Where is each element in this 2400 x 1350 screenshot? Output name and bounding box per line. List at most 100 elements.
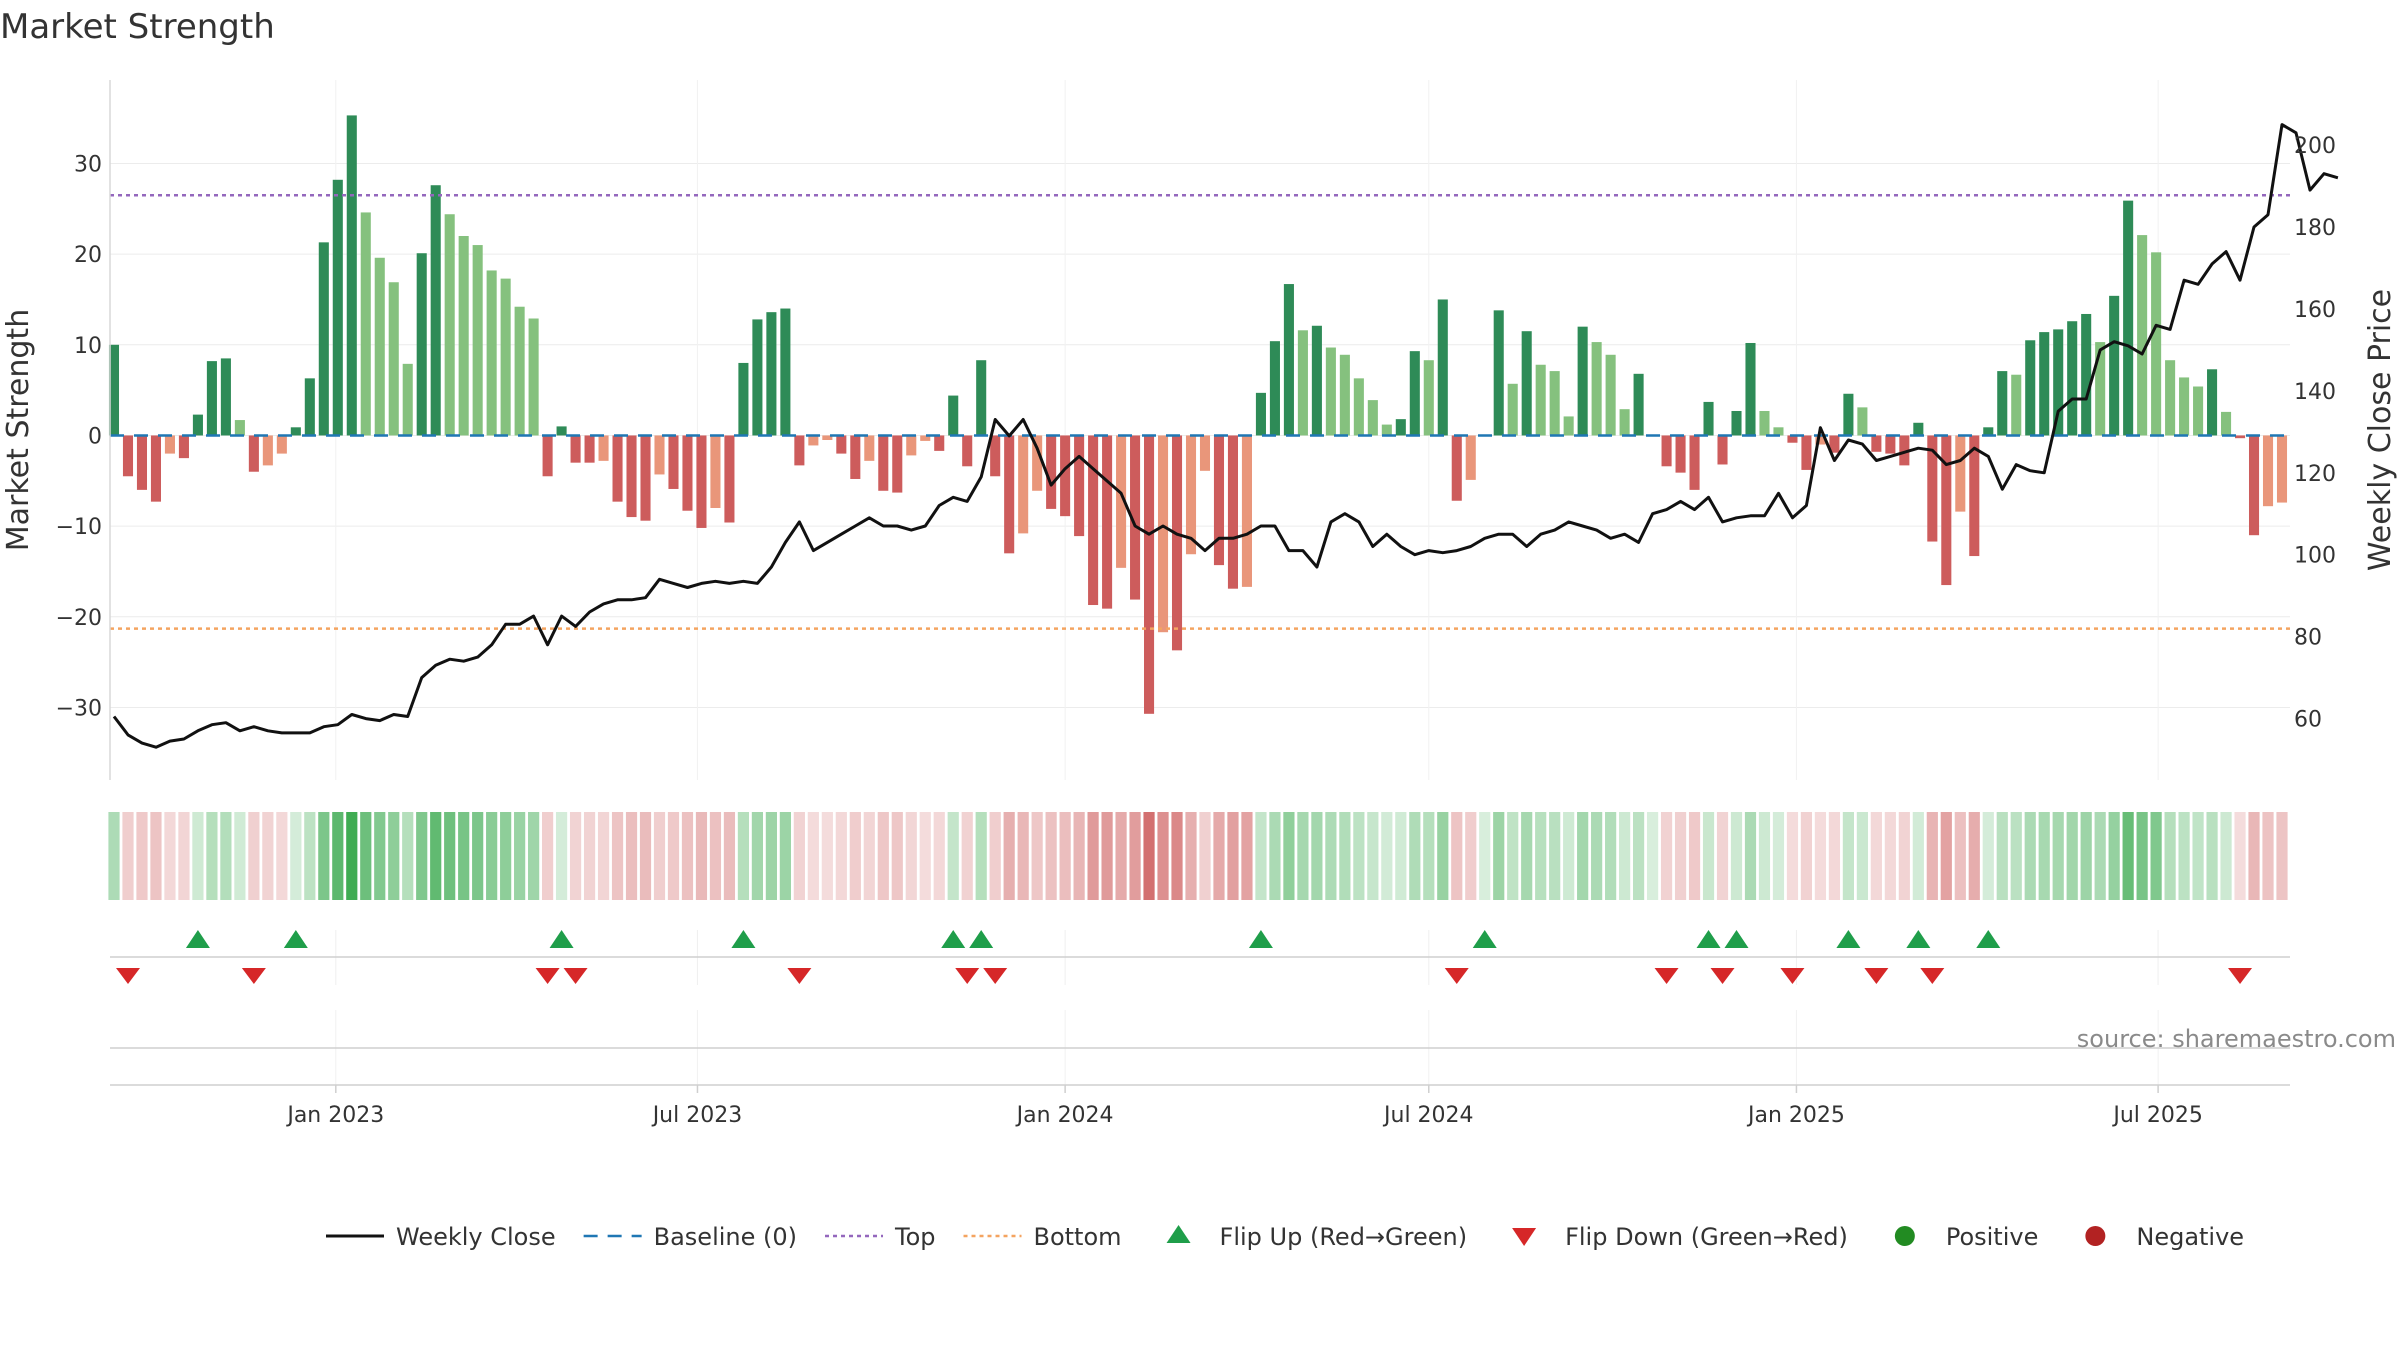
strength-bar	[164, 435, 175, 454]
y-left-tick-label: −20	[56, 606, 102, 631]
strength-bar	[668, 435, 679, 489]
strip-cell	[1283, 812, 1295, 900]
legend-label: Weekly Close	[396, 1223, 556, 1251]
strength-bar	[1955, 435, 1966, 512]
strength-bar	[2193, 386, 2204, 436]
strength-bar	[1619, 409, 1630, 436]
strength-bar	[962, 435, 973, 467]
strip-cell	[1619, 812, 1631, 900]
strength-bar	[1745, 342, 1756, 436]
strength-bar	[1591, 342, 1602, 436]
strip-cell	[1521, 812, 1533, 900]
strength-bar	[1144, 435, 1155, 714]
strip-cell	[667, 812, 680, 900]
strength-bar	[1074, 435, 1085, 537]
strip-cell	[1758, 812, 1771, 900]
strip-cell	[891, 812, 903, 900]
strength-bar	[136, 435, 148, 490]
flip-markers-panel	[110, 930, 2290, 985]
strength-bar	[556, 426, 567, 436]
strength-bar	[1801, 435, 1812, 470]
strip-cell	[919, 812, 931, 900]
strip-cell	[2080, 812, 2092, 900]
strength-bar	[430, 185, 441, 436]
strip-cell	[1353, 812, 1365, 900]
strip-cell	[989, 812, 1001, 900]
strength-bar	[1353, 378, 1364, 436]
strength-bar	[472, 245, 483, 436]
flip-up-marker	[185, 930, 210, 948]
strength-bar	[1241, 435, 1252, 587]
strength-bar	[850, 435, 861, 479]
strength-bar	[2179, 377, 2190, 436]
strip-cell	[1017, 812, 1029, 900]
y-right-tick-label: 120	[2294, 462, 2336, 487]
strip-cell	[1828, 812, 1841, 900]
strength-bar	[500, 278, 511, 436]
strength-bar	[1815, 435, 1826, 445]
strength-bar	[290, 427, 301, 436]
strip-cell	[1255, 812, 1267, 900]
strip-cell	[1129, 812, 1141, 900]
flip-down-marker	[535, 968, 560, 984]
strip-cell	[108, 812, 120, 900]
strip-cell	[1744, 812, 1757, 900]
strip-cell	[765, 812, 777, 900]
strip-cell	[835, 812, 847, 900]
strength-heat-strip	[108, 812, 2288, 900]
legend-item: Top	[825, 1223, 936, 1251]
strip-cell	[1605, 812, 1617, 900]
strip-cell	[1926, 812, 1938, 900]
strength-bar	[1032, 435, 1043, 491]
empty-panel	[110, 1010, 2290, 1086]
strength-bar	[1325, 347, 1336, 436]
strip-cell	[2094, 812, 2106, 900]
strength-bar	[2095, 342, 2106, 436]
strip-cell	[1045, 812, 1057, 900]
strength-bar	[1004, 435, 1015, 554]
strength-bar	[1773, 427, 1784, 436]
strength-bar	[626, 435, 637, 518]
strength-bar	[612, 435, 623, 502]
strength-bar	[458, 236, 469, 436]
y-right-tick-label: 60	[2294, 708, 2322, 733]
legend-item: Flip Down (Green→Red)	[1512, 1223, 1848, 1251]
legend-item: Bottom	[963, 1223, 1122, 1251]
strip-cell	[178, 812, 190, 900]
strength-bar	[1367, 400, 1378, 436]
strip-cell	[933, 812, 945, 900]
legend-item: Flip Up (Red→Green)	[1166, 1223, 1467, 1251]
strip-cell	[2276, 812, 2288, 900]
strength-bar	[1213, 435, 1225, 566]
strength-bar	[822, 435, 833, 440]
strip-cell	[1325, 812, 1337, 900]
strength-bar	[2165, 360, 2176, 436]
strip-cell	[2220, 812, 2232, 900]
legend-item: Negative	[2085, 1223, 2244, 1251]
strip-cell	[1073, 812, 1085, 900]
flip-up-marker	[1724, 930, 1749, 948]
strip-cell	[2150, 812, 2162, 900]
flip-down-marker	[1710, 968, 1735, 984]
strength-bar	[584, 435, 595, 463]
source-credit: source: sharemaestro.com	[2077, 1025, 2396, 1053]
strength-bar	[1116, 435, 1127, 568]
strip-cell	[1241, 812, 1253, 900]
strip-cell	[1772, 812, 1785, 900]
strength-bar	[1549, 371, 1560, 436]
strength-bar	[1521, 331, 1532, 436]
strip-cell	[486, 812, 498, 900]
y-right-tick-label: 80	[2294, 626, 2322, 651]
strip-cell	[1143, 812, 1155, 900]
y-right-tick-label: 100	[2294, 544, 2336, 569]
strip-cell	[318, 812, 330, 900]
strip-cell	[1213, 812, 1225, 900]
strip-cell	[723, 812, 736, 900]
strip-cell	[961, 812, 973, 900]
strength-bar	[304, 378, 315, 436]
strength-bar	[416, 253, 427, 436]
y-right-axis-title: Weekly Close Price	[2363, 289, 2398, 571]
strength-bar	[2248, 435, 2260, 536]
strip-cell	[2052, 812, 2064, 900]
flip-down-marker	[115, 968, 140, 984]
